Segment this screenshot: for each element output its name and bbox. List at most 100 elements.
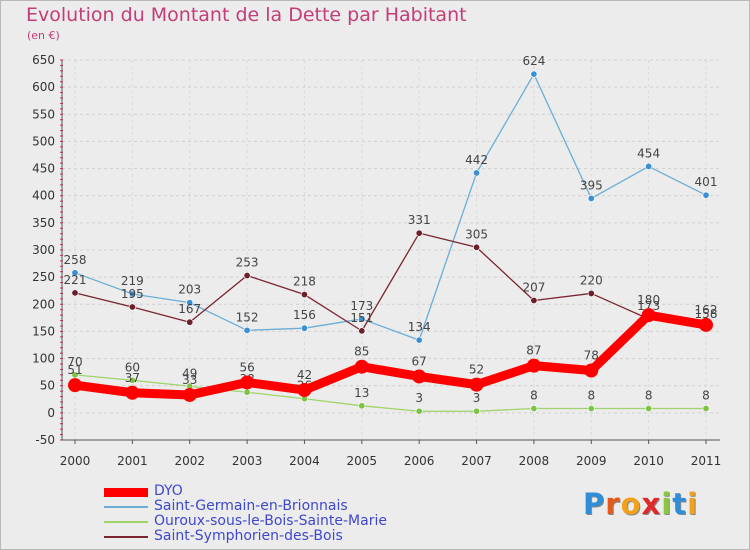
legend-swatch <box>104 506 148 508</box>
x-tick-label: 2006 <box>404 454 435 468</box>
data-label: 3 <box>473 391 481 405</box>
data-point <box>243 326 251 334</box>
data-label: 167 <box>178 302 201 316</box>
data-label: 8 <box>702 389 710 403</box>
chart-title: Evolution du Montant de la Dette par Hab… <box>26 4 467 26</box>
y-tick-label: 500 <box>32 134 55 148</box>
data-point <box>68 378 82 393</box>
data-label: 33 <box>182 373 197 387</box>
data-point <box>587 405 595 413</box>
data-label: 253 <box>236 256 259 270</box>
series-line-saint-germain-en-brionnais <box>74 73 707 341</box>
data-label: 220 <box>580 273 603 287</box>
y-tick-label: 50 <box>40 379 55 393</box>
data-label: 8 <box>587 389 595 403</box>
data-point <box>71 269 79 277</box>
legend-swatch <box>104 487 148 497</box>
data-label: 195 <box>121 287 144 301</box>
data-label: 56 <box>239 360 254 374</box>
x-tick-label: 2010 <box>633 454 664 468</box>
data-point <box>469 377 484 392</box>
data-point <box>243 388 251 396</box>
series-line-ouroux-sous-le-bois-sainte-marie <box>74 374 707 412</box>
y-tick-label: -50 <box>35 433 55 447</box>
x-tick-label: 2003 <box>232 454 263 468</box>
data-point <box>128 290 136 298</box>
data-label: 3 <box>415 391 423 405</box>
data-label: 134 <box>408 320 431 334</box>
data-point <box>645 405 653 413</box>
data-label: 624 <box>522 54 545 68</box>
data-label: 203 <box>178 283 201 297</box>
y-tick-label: 100 <box>32 352 55 366</box>
data-point <box>128 303 136 311</box>
data-label: 13 <box>354 386 369 400</box>
data-point <box>358 402 366 410</box>
data-label: 162 <box>695 303 718 317</box>
legend-label: Saint-Germain-en-Brionnais <box>154 498 348 514</box>
data-label: 37 <box>125 371 140 385</box>
data-label: 42 <box>297 368 312 382</box>
data-point <box>297 383 312 398</box>
x-tick-label: 2005 <box>347 454 378 468</box>
data-point <box>702 191 710 199</box>
data-point <box>702 405 710 413</box>
data-point <box>584 363 599 378</box>
x-tick-label: 2008 <box>519 454 550 468</box>
data-label: 221 <box>64 273 87 287</box>
data-point <box>587 289 595 297</box>
y-tick-label: 300 <box>32 243 55 257</box>
y-tick-label: 650 <box>32 53 55 67</box>
x-tick-label: 2000 <box>60 454 91 468</box>
data-point <box>240 375 255 390</box>
y-tick-label: 250 <box>32 270 55 284</box>
data-point <box>415 336 423 344</box>
data-label: 156 <box>293 308 316 322</box>
data-label: 158 <box>695 307 718 321</box>
data-point <box>473 243 481 251</box>
data-point <box>473 407 481 415</box>
data-label: 173 <box>637 299 660 313</box>
data-label: 395 <box>580 178 603 192</box>
data-label: 454 <box>637 146 660 160</box>
data-point <box>300 324 308 332</box>
data-point <box>186 299 194 307</box>
data-point <box>358 327 366 335</box>
data-point <box>415 407 423 415</box>
data-label: 218 <box>293 275 316 289</box>
x-tick-label: 2002 <box>174 454 205 468</box>
data-label: 331 <box>408 213 431 227</box>
data-point <box>243 272 251 280</box>
data-label: 305 <box>465 227 488 241</box>
legend-swatch <box>104 536 148 538</box>
data-point <box>182 387 197 402</box>
x-tick-label: 2009 <box>576 454 607 468</box>
x-tick-label: 2004 <box>289 454 320 468</box>
x-tick-label: 2011 <box>691 454 722 468</box>
x-tick-label: 2007 <box>461 454 492 468</box>
data-label: 401 <box>695 175 718 189</box>
y-tick-label: 150 <box>32 324 55 338</box>
data-point <box>186 318 194 326</box>
legend-label: Ouroux-sous-le-Bois-Sainte-Marie <box>154 513 387 529</box>
y-tick-label: 550 <box>32 107 55 121</box>
y-tick-label: 350 <box>32 216 55 230</box>
data-label: 8 <box>530 389 538 403</box>
data-label: 180 <box>637 293 660 307</box>
data-point <box>412 369 427 384</box>
x-tick-label: 2001 <box>117 454 148 468</box>
data-point <box>645 162 653 170</box>
data-label: 52 <box>469 363 484 377</box>
data-point <box>128 376 136 384</box>
data-label: 87 <box>526 344 541 358</box>
data-label: 51 <box>67 363 82 377</box>
data-point <box>526 358 541 373</box>
data-label: 258 <box>64 253 87 267</box>
data-label: 151 <box>350 311 373 325</box>
data-point <box>587 194 595 202</box>
data-label: 78 <box>584 349 599 363</box>
data-point <box>530 296 538 304</box>
data-point <box>530 70 538 78</box>
data-label: 49 <box>182 366 197 380</box>
